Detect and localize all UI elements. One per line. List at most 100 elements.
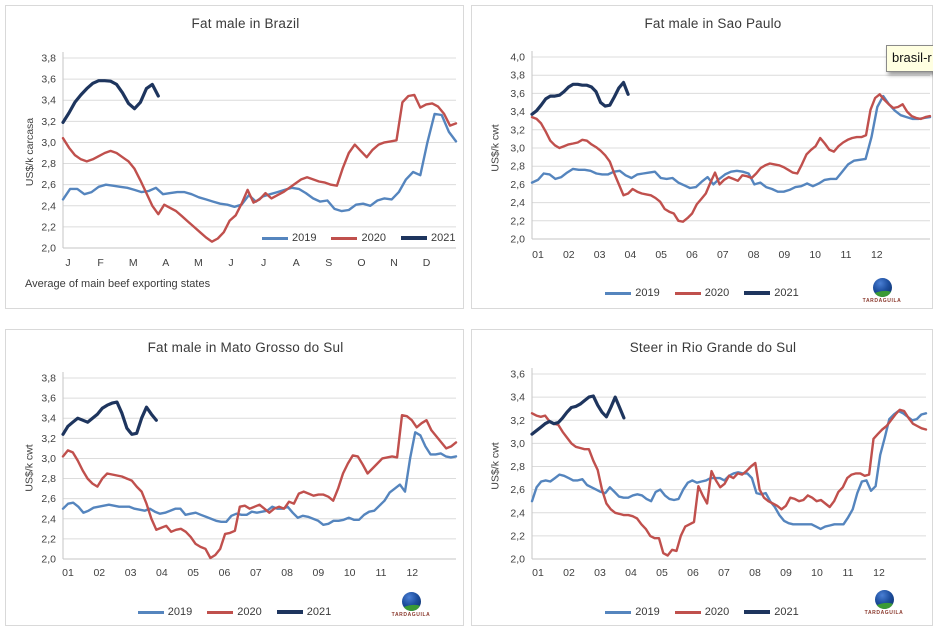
y-tick-label: 2,8 (510, 461, 525, 473)
legend-item-2020[interactable]: 2020 (674, 606, 729, 618)
y-axis-title: US$/k cwt (489, 124, 502, 172)
x-tick-label: 06 (219, 567, 231, 579)
plot-area[interactable]: 3,8 3,6 3,4 3,2 3,0 2,8 2,6 2,4 2,2 2,0 J F M A M J J A S O… (6, 6, 463, 308)
series-line-2021 (61, 400, 158, 436)
legend-line-swatch (744, 610, 771, 614)
filename-tooltip: brasil-r (886, 45, 933, 72)
y-tick-label: 2,2 (510, 530, 525, 542)
x-tick-label: 12 (406, 567, 418, 579)
chart-title: Fat male in Sao Paulo (644, 16, 782, 31)
x-tick-label: 04 (625, 567, 637, 579)
x-tick-label: 05 (656, 567, 668, 579)
series-line-2019 (61, 431, 458, 527)
series-line-2021 (61, 79, 160, 125)
x-tick-label: 03 (594, 249, 606, 261)
y-tick-label: 2,2 (41, 221, 56, 233)
legend-item-2019[interactable]: 2019 (262, 232, 316, 244)
x-tick-label: J (228, 257, 233, 269)
legend-item-2020[interactable]: 2020 (331, 232, 386, 244)
x-tick-label: 02 (563, 567, 575, 579)
legend-line-swatch (674, 291, 701, 295)
legend-item-2020[interactable]: 2020 (207, 606, 262, 618)
y-tick-label: 3,8 (510, 70, 525, 82)
legend-item-2019[interactable]: 2019 (137, 606, 192, 618)
x-tick-label: F (97, 257, 103, 269)
x-tick-label: 11 (843, 567, 854, 579)
legend-item-2020[interactable]: 2020 (674, 287, 729, 299)
y-tick-label: 3,2 (41, 433, 56, 445)
tardaguila-logo: TARDAGUILA (852, 590, 916, 616)
x-tick-label: D (423, 257, 431, 269)
series-line-2020 (61, 93, 458, 243)
y-tick-label: 3,0 (510, 143, 525, 155)
x-tick-label: 08 (281, 567, 293, 579)
y-tick-label: 2,4 (41, 513, 56, 525)
legend: 2019 2020 2021 (6, 606, 463, 618)
x-tick-label: O (357, 257, 365, 269)
plot-area[interactable]: 3,8 3,6 3,4 3,2 3,0 2,8 2,6 2,4 2,2 2,0 01 02 03 04 05… (6, 330, 463, 625)
plot-area[interactable]: 4,0 3,8 3,6 3,4 3,2 3,0 2,8 2,6 2,4 2,2 2,0 01 02 03 0… (472, 6, 932, 308)
x-tick-label: 02 (93, 567, 105, 579)
y-tick-label: 2,2 (41, 533, 56, 545)
x-tick-label: J (261, 257, 266, 269)
y-tick-label: 3,8 (41, 53, 56, 65)
x-tick-label: 01 (532, 567, 544, 579)
x-tick-label: 02 (563, 249, 575, 261)
y-axis-title: US$/k cwt (23, 444, 36, 492)
series-line-2021 (530, 394, 626, 436)
x-tick-label: 06 (687, 567, 699, 579)
legend-line-swatch (276, 610, 303, 614)
x-tick-label: M (129, 257, 138, 269)
legend-line-swatch (744, 291, 771, 295)
chart-panel-fat-male-mato-grosso-do-sul[interactable]: Fat male in Mato Grosso do Sul 3,8 3,6 3,4… (5, 329, 464, 626)
x-tick-label: 08 (749, 567, 761, 579)
x-tick-label: 12 (871, 249, 883, 261)
legend-line-swatch (674, 610, 701, 614)
y-tick-label: 3,4 (41, 95, 56, 107)
legend-item-2019[interactable]: 2019 (605, 606, 660, 618)
legend-item-2021[interactable]: 2021 (744, 606, 799, 618)
y-tick-label: 3,4 (510, 106, 525, 118)
x-tick-label: N (390, 257, 398, 269)
tardaguila-logo-icon (872, 278, 892, 297)
y-tick-label: 2,2 (510, 215, 525, 227)
tardaguila-logo: TARDAGUILA (379, 592, 443, 618)
chart-footnote: Average of main beef exporting states (25, 278, 211, 290)
x-tick-label: 08 (748, 249, 760, 261)
x-tick-label: J (65, 257, 70, 269)
series-line-2020 (61, 413, 458, 560)
x-tick-label: 04 (625, 249, 637, 261)
y-axis-title: US$/k carcasa (24, 117, 37, 187)
chart-panel-fat-male-sao-paulo[interactable]: Fat male in Sao Paulo 4,0 3,8 3,6 3,4 3,2 3,0… (471, 5, 933, 309)
chart-panel-steer-rio-grande-do-sul[interactable]: Steer in Rio Grande do Sul 3,6 3,4 3,2 3,0 2… (471, 329, 933, 626)
chart-title: Fat male in Mato Grosso do Sul (147, 340, 344, 355)
x-tick-label: 01 (62, 567, 74, 579)
series-line-2019 (530, 94, 932, 193)
x-tick-label: 07 (717, 249, 729, 261)
y-tick-label: 2,4 (41, 200, 56, 212)
y-tick-label: 2,6 (41, 179, 56, 191)
x-tick-label: 09 (780, 567, 792, 579)
x-tick-label: A (162, 257, 169, 269)
x-tick-label: 07 (250, 567, 262, 579)
tardaguila-logo-icon (401, 592, 421, 611)
x-tick-label: A (293, 257, 300, 269)
legend-line-swatch (137, 610, 164, 614)
x-tick-label: 05 (187, 567, 199, 579)
y-tick-label: 2,0 (41, 554, 56, 566)
series-line-2019 (530, 409, 928, 531)
y-tick-label: 2,0 (510, 234, 525, 246)
x-tick-label: 10 (344, 567, 356, 579)
series-line-2020 (530, 93, 932, 223)
legend-item-2021[interactable]: 2021 (400, 232, 455, 244)
x-tick-label: 03 (125, 567, 137, 579)
y-tick-label: 3,4 (41, 413, 56, 425)
plot-area[interactable]: 3,6 3,4 3,2 3,0 2,8 2,6 2,4 2,2 2,0 01 02 03 04 05 06 0… (472, 330, 932, 625)
legend-item-2021[interactable]: 2021 (276, 606, 331, 618)
y-tick-label: 3,6 (41, 74, 56, 86)
legend-item-2019[interactable]: 2019 (605, 287, 660, 299)
chart-panel-fat-male-brazil[interactable]: Fat male in Brazil 3,8 3,6 3,4 3,2 3,0 2,8 2,6… (5, 5, 464, 309)
legend-item-2021[interactable]: 2021 (744, 287, 799, 299)
y-tick-label: 3,2 (510, 124, 525, 136)
